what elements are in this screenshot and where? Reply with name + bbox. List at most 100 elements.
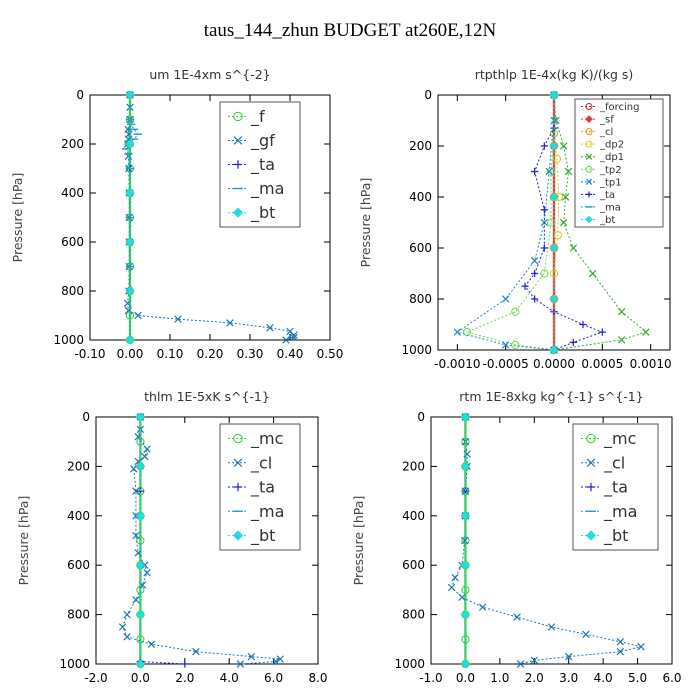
- legend-label: _ta: [250, 478, 275, 498]
- data-point: [125, 188, 135, 198]
- series-line: [456, 95, 555, 351]
- legend-label: _ma: [250, 179, 284, 199]
- legend-swatch-marker: [585, 103, 593, 111]
- data-point: [540, 142, 548, 150]
- legend-label: _ma: [603, 502, 637, 522]
- x-tick-label: 0.0000: [533, 357, 575, 371]
- data-point: [530, 257, 539, 265]
- series-tp1: [453, 91, 558, 354]
- data-point: [290, 333, 298, 342]
- data-point: [463, 450, 471, 458]
- legend-label: _mc: [250, 429, 283, 449]
- data-point: [617, 308, 626, 316]
- legend-swatch-marker: [585, 215, 593, 224]
- legend-box: [572, 423, 659, 551]
- legend-swatch-marker: [585, 165, 593, 173]
- data-point: [501, 295, 510, 303]
- legend-label: _gf: [250, 131, 275, 151]
- x-tick-label: 4.0: [594, 671, 613, 685]
- panel-rtpthlp: rtpthlp 1E-4x(kg K)/(kg s) Pressure [hPa]…: [358, 67, 672, 371]
- legend-label: _tp2: [599, 165, 622, 176]
- x-tick-label: 0.10: [157, 347, 184, 361]
- data-point: [192, 647, 200, 656]
- data-point: [569, 338, 577, 346]
- data-point: [547, 623, 556, 631]
- data-point: [460, 461, 470, 471]
- data-point: [125, 139, 135, 149]
- data-point: [511, 307, 520, 316]
- x-tick-label: 4.0: [220, 671, 239, 685]
- data-point: [134, 311, 142, 320]
- data-point: [272, 657, 280, 666]
- data-point: [135, 659, 145, 669]
- x-tick-label: 0.20: [197, 347, 224, 361]
- data-point: [564, 167, 573, 176]
- y-tick-label: 800: [61, 284, 84, 298]
- data-point: [174, 315, 182, 323]
- legend-swatch-marker: [586, 482, 596, 492]
- legend-swatch-marker: [586, 191, 592, 198]
- data-point: [549, 345, 559, 355]
- series-line: [524, 95, 604, 351]
- y-tick-label: 400: [67, 509, 90, 523]
- x-tick-label: 0.0005: [581, 357, 623, 371]
- data-point: [130, 465, 138, 473]
- y-tick-label: 800: [402, 608, 425, 622]
- legend-swatch-marker: [233, 160, 243, 169]
- data-point: [290, 331, 298, 339]
- data-point: [135, 412, 145, 422]
- panel-rtm: rtm 1E-8xkg kg^{-1} s^{-1} Pressure [hPa]…: [351, 389, 682, 685]
- data-point: [564, 652, 573, 661]
- y-tick-label: 200: [409, 139, 432, 153]
- x-tick-label: 0.0010: [630, 357, 672, 371]
- y-axis-label: Pressure [hPa]: [16, 496, 31, 586]
- legend-swatch-marker: [585, 530, 597, 541]
- x-tick-label: -0.10: [74, 347, 105, 361]
- data-point: [282, 336, 290, 344]
- x-tick-label: 0.0: [131, 671, 150, 685]
- y-tick-label: 800: [409, 292, 432, 306]
- y-tick-label: 0: [417, 410, 425, 424]
- legend: _forcing _sf_cl _dp2_dp1 _tp2_tp1 _ta_ma _bt: [574, 98, 664, 228]
- data-point: [549, 294, 559, 304]
- data-point: [226, 319, 234, 327]
- legend-swatch-marker: [585, 178, 593, 185]
- data-point: [266, 324, 274, 332]
- series-bt: [125, 90, 135, 345]
- legend-swatch-marker: [585, 128, 593, 136]
- y-tick-label: 600: [409, 241, 432, 255]
- data-point: [561, 193, 570, 201]
- data-point: [530, 656, 539, 665]
- y-tick-label: 200: [67, 459, 90, 473]
- data-point: [461, 536, 470, 545]
- data-point: [123, 633, 131, 641]
- data-point: [132, 487, 140, 495]
- legend-label: _bt: [603, 526, 628, 546]
- data-point: [460, 511, 470, 521]
- data-point: [579, 320, 587, 329]
- panel-um: um 1E-4xm s^{-2} Pressure [hPa] -0.10 0.00 0…: [10, 67, 343, 361]
- x-tick-label: 2.0: [525, 671, 544, 685]
- legend: _mc _cl _ta _ma _bt: [572, 423, 659, 551]
- legend-label: _mc: [603, 429, 636, 449]
- data-point: [598, 328, 606, 336]
- panel-thlm: thlm 1E-5xK s^{-1} Pressure [hPa] -2.0 0.0 2…: [16, 389, 328, 685]
- y-tick-label: 0: [82, 410, 90, 424]
- plot-frame: [95, 416, 319, 665]
- y-tick-label: 1000: [59, 657, 90, 671]
- y-tick-label: 200: [61, 137, 84, 151]
- data-point: [451, 573, 459, 582]
- data-point: [247, 652, 256, 661]
- data-point: [143, 568, 151, 577]
- legend: _f _gf _ta _ma _bt: [219, 101, 301, 228]
- y-tick-label: 400: [409, 190, 432, 204]
- data-point: [545, 167, 553, 176]
- legend-swatch-marker: [232, 530, 244, 541]
- data-point: [637, 642, 645, 651]
- data-point: [136, 536, 145, 545]
- y-tick-label: 400: [402, 509, 425, 523]
- data-point: [549, 141, 559, 151]
- x-tick-label: 6.0: [662, 671, 681, 685]
- data-point: [617, 336, 626, 344]
